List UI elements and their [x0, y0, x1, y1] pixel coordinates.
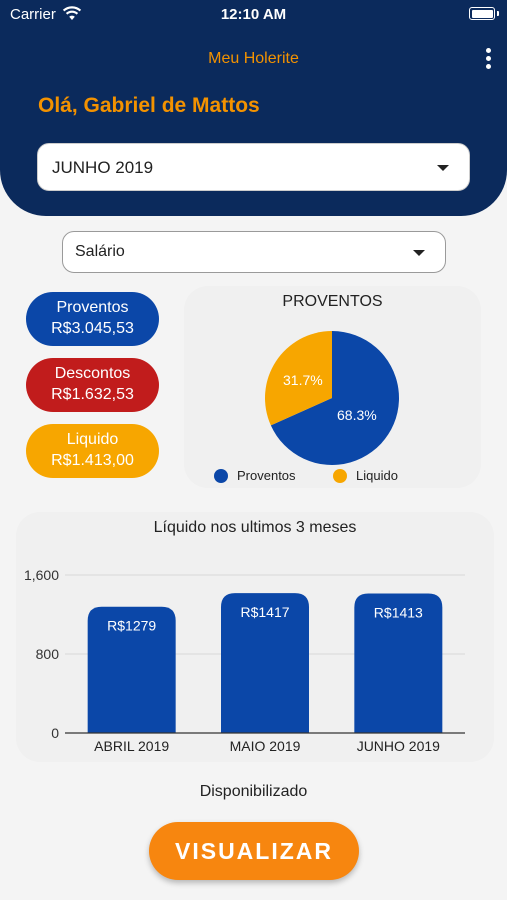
descontos-label: Descontos	[54, 365, 131, 382]
liquido-label: Liquido	[66, 431, 119, 448]
bar-data-label: R$1417	[240, 604, 289, 620]
legend-dot-proventos	[214, 469, 228, 483]
y-tick-label: 1,600	[24, 567, 59, 583]
pie-chart	[265, 331, 399, 465]
availability-status: Disponibilizado	[199, 783, 308, 800]
bar-chart-card: Líquido nos ultimos 3 meses 0 800 1,600 R$1…	[16, 512, 494, 762]
y-tick-label: 800	[36, 646, 60, 662]
x-tick-label: MAIO 2019	[230, 738, 301, 754]
proventos-value: R$3.045,53	[51, 320, 134, 337]
chevron-down-icon	[437, 165, 449, 171]
x-tick-label: JUNHO 2019	[357, 738, 440, 754]
legend-label-proventos: Proventos	[237, 468, 296, 483]
bar-3	[354, 593, 443, 733]
clock: 12:10 AM	[220, 6, 287, 23]
app-title: Meu Holerite	[208, 50, 299, 67]
payment-type-value: Salário	[75, 243, 125, 260]
bar-data-label: R$1413	[374, 604, 423, 620]
descontos-badge: Descontos R$1.632,53	[26, 358, 159, 412]
chevron-down-icon	[413, 250, 425, 256]
pie-slice-label-proventos: 68.3%	[337, 407, 377, 423]
pie-slice-proventos	[270, 331, 399, 465]
legend-label-liquido: Liquido	[356, 468, 398, 483]
month-select-value: JUNHO 2019	[52, 158, 154, 177]
status-bar: Carrier 12:10 AM	[0, 0, 507, 30]
legend-dot-liquido	[333, 469, 347, 483]
x-tick-label: ABRIL 2019	[94, 738, 169, 754]
more-menu-icon[interactable]	[483, 48, 493, 70]
bar-1	[87, 606, 176, 733]
liquido-badge: Liquido R$1.413,00	[26, 424, 159, 478]
pie-slice-liquido	[265, 331, 332, 426]
wifi-icon	[62, 6, 82, 20]
payment-type-select[interactable]: Salário	[62, 231, 446, 273]
liquido-value: R$1.413,00	[51, 452, 134, 469]
pie-chart-title: PROVENTOS	[282, 293, 383, 310]
bar-2	[221, 593, 309, 733]
descontos-value: R$1.632,53	[51, 386, 134, 403]
proventos-label: Proventos	[56, 299, 129, 316]
battery-icon	[469, 7, 499, 20]
y-tick-label: 0	[51, 725, 59, 741]
proventos-badge: Proventos R$3.045,53	[26, 292, 159, 346]
pie-slice-label-liquido: 31.7%	[283, 372, 323, 388]
month-select[interactable]: JUNHO 2019	[37, 143, 470, 191]
bar-chart-title: Líquido nos ultimos 3 meses	[153, 519, 357, 536]
bar-data-label: R$1279	[107, 618, 156, 634]
bar-chart: 0 800 1,600 R$1279 ABRIL 2019 R$1417 MAIO 2019…	[24, 567, 465, 754]
pie-chart-card: PROVENTOS 68.3% 31.7% Proventos Liquido	[184, 286, 481, 488]
visualizar-button[interactable]: VISUALIZAR	[149, 822, 359, 880]
carrier-label: Carrier	[10, 6, 56, 23]
greeting: Olá, Gabriel de Mattos	[38, 94, 260, 117]
